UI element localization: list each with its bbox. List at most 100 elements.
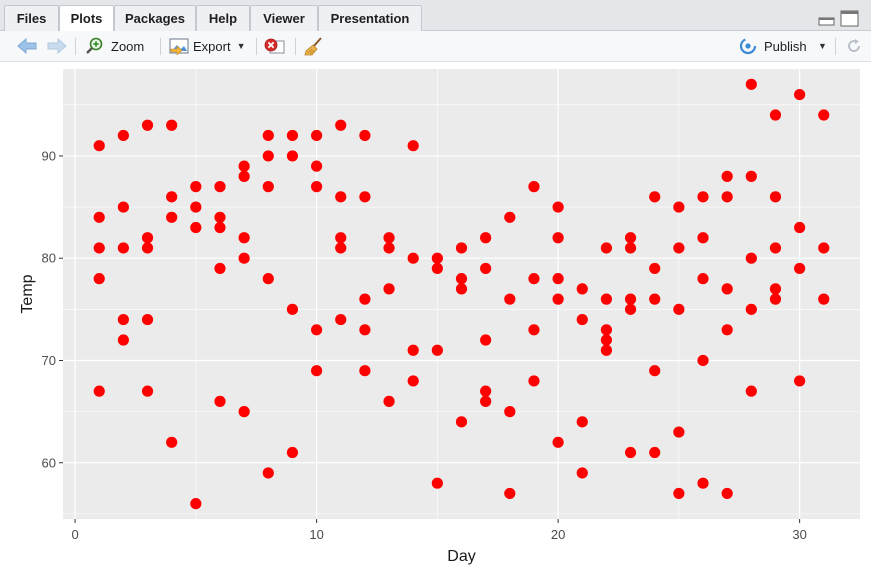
data-point <box>552 293 564 305</box>
plots-toolbar: Zoom Export ▼ Publish <box>0 31 871 62</box>
data-point <box>359 293 371 305</box>
tab-label: Presentation <box>330 11 410 26</box>
data-point <box>93 242 105 254</box>
data-point <box>310 365 323 377</box>
data-point <box>93 273 105 285</box>
data-point <box>697 354 709 367</box>
data-point <box>769 109 782 121</box>
arrow-left-icon <box>17 38 37 54</box>
data-point <box>745 170 757 182</box>
remove-plot-icon <box>264 38 285 54</box>
export-menu-button[interactable]: Export ▼ <box>168 31 246 61</box>
data-point <box>141 313 154 326</box>
clear-all-plots-button[interactable] <box>304 31 324 61</box>
major-gridlines <box>63 69 860 519</box>
data-point <box>480 334 492 346</box>
toolbar-divider <box>835 38 836 55</box>
data-point <box>794 262 806 275</box>
toolbar-divider <box>295 38 296 55</box>
data-point <box>697 191 709 203</box>
toolbar-divider <box>160 38 161 55</box>
data-point <box>214 181 226 193</box>
tab-packages[interactable]: Packages <box>114 5 196 31</box>
data-point <box>359 324 371 336</box>
y-tick-label: 90 <box>42 148 56 163</box>
x-axis-label: Day <box>447 548 475 565</box>
zoom-button[interactable]: Zoom <box>85 31 144 61</box>
data-point <box>335 191 347 203</box>
data-point <box>431 477 443 489</box>
data-point <box>407 252 419 264</box>
data-point <box>166 436 178 448</box>
data-point <box>310 324 323 336</box>
toolbar-divider <box>75 38 76 55</box>
data-point <box>649 262 661 275</box>
publish-button[interactable]: Publish <box>737 31 807 61</box>
data-point <box>480 232 492 244</box>
data-point <box>141 119 154 131</box>
maximize-pane-icon[interactable] <box>840 10 860 28</box>
data-point <box>552 201 564 213</box>
x-tick-label: 20 <box>551 527 565 542</box>
data-point <box>238 160 250 172</box>
caret-down-icon: ▼ <box>236 41 246 51</box>
data-point <box>455 283 468 295</box>
data-point <box>528 181 540 193</box>
data-point <box>745 78 757 90</box>
tab-help[interactable]: Help <box>196 5 250 31</box>
x-tick-label: 10 <box>309 527 323 542</box>
publish-icon <box>739 37 757 55</box>
data-point <box>528 375 540 387</box>
tab-files[interactable]: Files <box>4 5 59 31</box>
tab-label: Plots <box>70 11 103 26</box>
data-point <box>93 211 105 223</box>
tab-plots[interactable]: Plots <box>59 5 114 32</box>
data-point <box>745 303 757 315</box>
publish-label: Publish <box>764 38 807 54</box>
data-point <box>600 293 613 305</box>
pane-tab-bar: Files Plots Packages Help Viewer Present… <box>0 0 871 32</box>
data-point <box>697 477 709 489</box>
data-point <box>745 385 757 397</box>
remove-plot-button[interactable] <box>263 31 287 61</box>
refresh-button[interactable] <box>845 31 863 61</box>
data-point <box>286 150 299 162</box>
data-point <box>286 446 299 459</box>
data-point <box>504 406 516 418</box>
data-point <box>769 191 782 203</box>
data-point <box>359 129 371 142</box>
y-axis-label: Temp <box>19 274 36 313</box>
tab-viewer[interactable]: Viewer <box>250 5 318 31</box>
data-point <box>431 262 443 275</box>
tab-presentation[interactable]: Presentation <box>318 5 422 31</box>
data-point <box>745 252 757 264</box>
tab-label: Packages <box>125 11 185 26</box>
data-point <box>794 88 806 101</box>
data-point <box>600 334 613 346</box>
data-point <box>697 273 709 285</box>
data-point <box>190 181 202 193</box>
data-point <box>504 293 516 305</box>
data-point <box>721 487 733 500</box>
data-point <box>818 293 830 305</box>
back-button[interactable] <box>16 31 38 61</box>
zoom-label: Zoom <box>111 38 145 54</box>
data-point <box>383 242 395 254</box>
export-label: Export <box>193 38 231 54</box>
minimize-pane-icon[interactable] <box>818 11 836 27</box>
data-point <box>407 344 419 356</box>
data-point <box>649 293 661 305</box>
data-point <box>480 262 492 275</box>
forward-button[interactable] <box>46 31 68 61</box>
data-point <box>286 129 299 142</box>
data-point <box>794 375 806 387</box>
data-point <box>673 201 685 213</box>
data-point <box>624 446 637 459</box>
refresh-icon <box>848 39 860 52</box>
data-point <box>721 191 733 203</box>
data-point <box>552 232 564 244</box>
publish-menu-button[interactable]: ▼ <box>818 31 827 61</box>
data-point <box>480 385 492 397</box>
data-point <box>141 232 154 244</box>
data-point <box>262 129 274 142</box>
